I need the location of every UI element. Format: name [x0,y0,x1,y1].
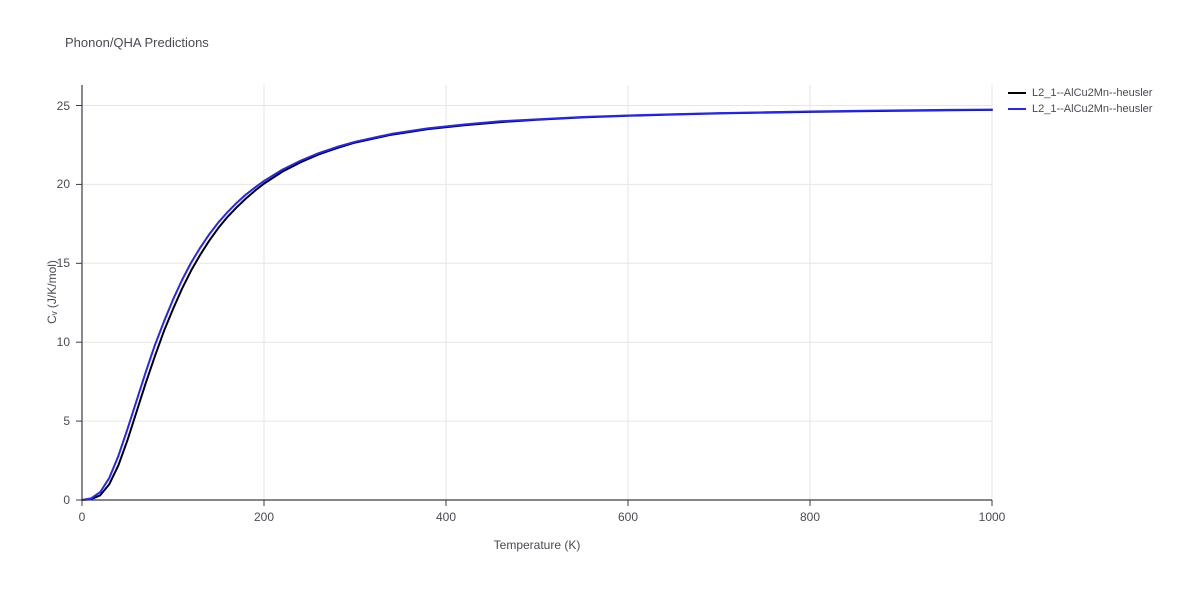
x-tick-label: 200 [254,510,274,524]
x-tick-label: 0 [79,510,86,524]
x-axis-label: Temperature (K) [494,538,581,552]
y-tick-label: 25 [57,99,70,113]
legend-item: L2_1--AlCu2Mn--heusler [1008,85,1152,101]
x-tick-label: 1000 [979,510,1006,524]
y-tick-label: 15 [57,256,70,270]
legend-label: L2_1--AlCu2Mn--heusler [1032,103,1152,115]
y-tick-label: 20 [57,177,70,191]
y-tick-label: 0 [63,493,70,507]
legend: L2_1--AlCu2Mn--heusler L2_1--AlCu2Mn--heu… [1008,85,1152,117]
x-tick-label: 800 [800,510,820,524]
series-line [82,110,992,500]
y-tick-label: 5 [63,414,70,428]
plot-area [82,85,992,500]
y-tick-label: 10 [57,335,70,349]
legend-swatch [1008,108,1026,110]
chart-title: Phonon/QHA Predictions [65,35,209,50]
legend-swatch [1008,92,1026,94]
x-tick-label: 400 [436,510,456,524]
series-line [82,110,992,500]
chart-root: Phonon/QHA Predictions Cᵥ (J/K/mol) Temp… [0,0,1200,600]
x-tick-label: 600 [618,510,638,524]
legend-label: L2_1--AlCu2Mn--heusler [1032,87,1152,99]
legend-item: L2_1--AlCu2Mn--heusler [1008,101,1152,117]
